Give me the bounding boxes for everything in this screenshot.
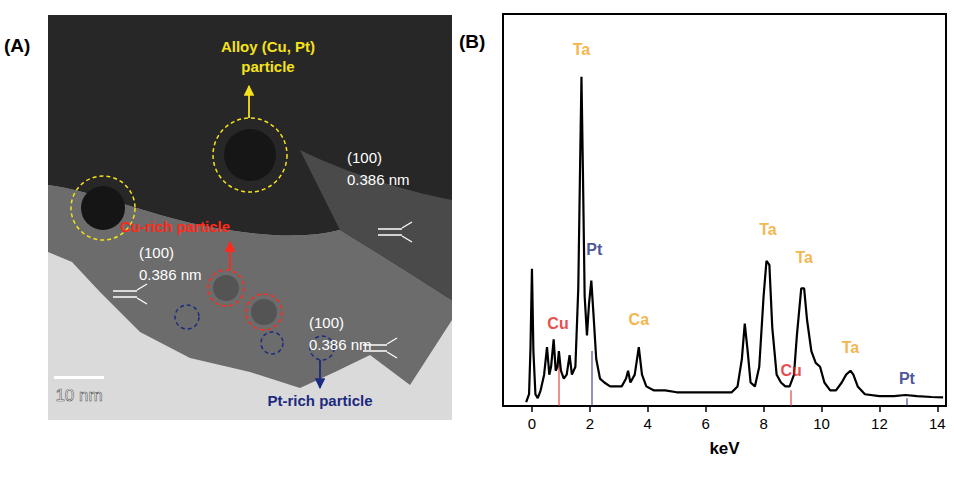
svg-text:particle: particle: [241, 58, 294, 75]
svg-text:Ta: Ta: [573, 41, 591, 58]
svg-text:Cu-rich particle: Cu-rich particle: [120, 218, 230, 235]
svg-text:8: 8: [759, 415, 767, 432]
svg-text:Ca: Ca: [629, 311, 650, 328]
svg-text:0.386 nm: 0.386 nm: [347, 171, 410, 188]
svg-text:Alloy (Cu, Pt): Alloy (Cu, Pt): [221, 38, 315, 55]
svg-text:0: 0: [528, 415, 536, 432]
svg-text:keV: keV: [709, 439, 740, 458]
svg-text:10: 10: [813, 415, 830, 432]
svg-text:Pt: Pt: [586, 241, 603, 258]
svg-text:(100): (100): [347, 149, 382, 166]
svg-text:(100): (100): [309, 314, 344, 331]
svg-text:Ta: Ta: [795, 249, 813, 266]
svg-text:Pt-rich particle: Pt-rich particle: [267, 392, 372, 409]
svg-text:10 nm: 10 nm: [55, 386, 102, 405]
svg-text:(100): (100): [139, 244, 174, 261]
svg-text:0.386 nm: 0.386 nm: [309, 336, 372, 353]
svg-text:4: 4: [644, 415, 652, 432]
svg-text:6: 6: [702, 415, 710, 432]
svg-text:Cu: Cu: [547, 315, 568, 332]
html-text:(B): (B): [459, 31, 486, 52]
svg-text:Ta: Ta: [759, 221, 777, 238]
svg-text:(A): (A): [4, 35, 30, 56]
svg-text:Pt: Pt: [899, 370, 916, 387]
svg-text:2: 2: [586, 415, 594, 432]
svg-text:12: 12: [871, 415, 888, 432]
svg-text:Ta: Ta: [842, 339, 860, 356]
svg-text:Cu: Cu: [780, 362, 801, 379]
svg-text:0.386 nm: 0.386 nm: [139, 266, 202, 283]
svg-text:14: 14: [929, 415, 946, 432]
